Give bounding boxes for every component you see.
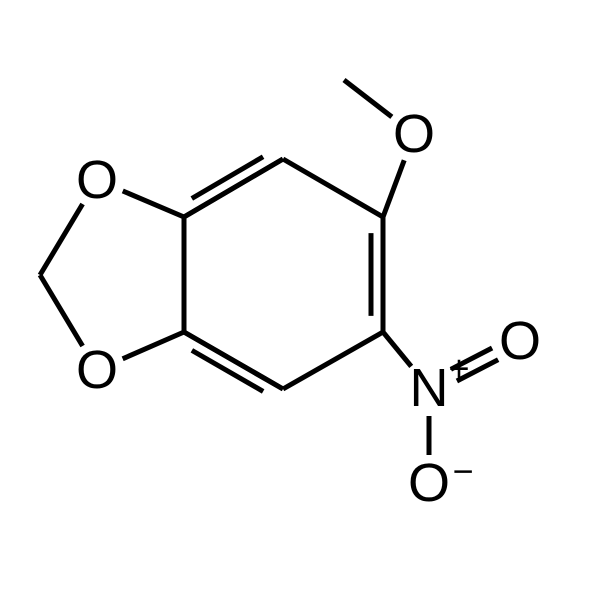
label-layer: OOON+OO−: [70, 104, 546, 513]
atom-label-o5: O: [408, 453, 450, 513]
bond-line: [40, 204, 83, 275]
molecule-diagram: OOON+OO−: [0, 0, 600, 600]
bond-line: [383, 160, 404, 217]
bond-line: [123, 191, 184, 217]
bond-line: [184, 332, 283, 389]
atom-charge-o5: −: [452, 451, 473, 492]
atom-label-n: N: [410, 358, 449, 418]
bond-line: [283, 332, 383, 389]
bond-line: [344, 80, 392, 117]
atom-label-o2: O: [76, 150, 118, 210]
bond-line: [40, 275, 83, 346]
atom-charge-n: +: [448, 348, 469, 389]
atom-label-o3: O: [76, 340, 118, 400]
atom-label-o1: O: [393, 104, 435, 164]
atom-label-o4: O: [499, 311, 541, 371]
bond-line: [184, 159, 283, 217]
bond-line: [283, 159, 383, 217]
bond-line: [123, 332, 184, 359]
bond-line: [383, 332, 411, 366]
